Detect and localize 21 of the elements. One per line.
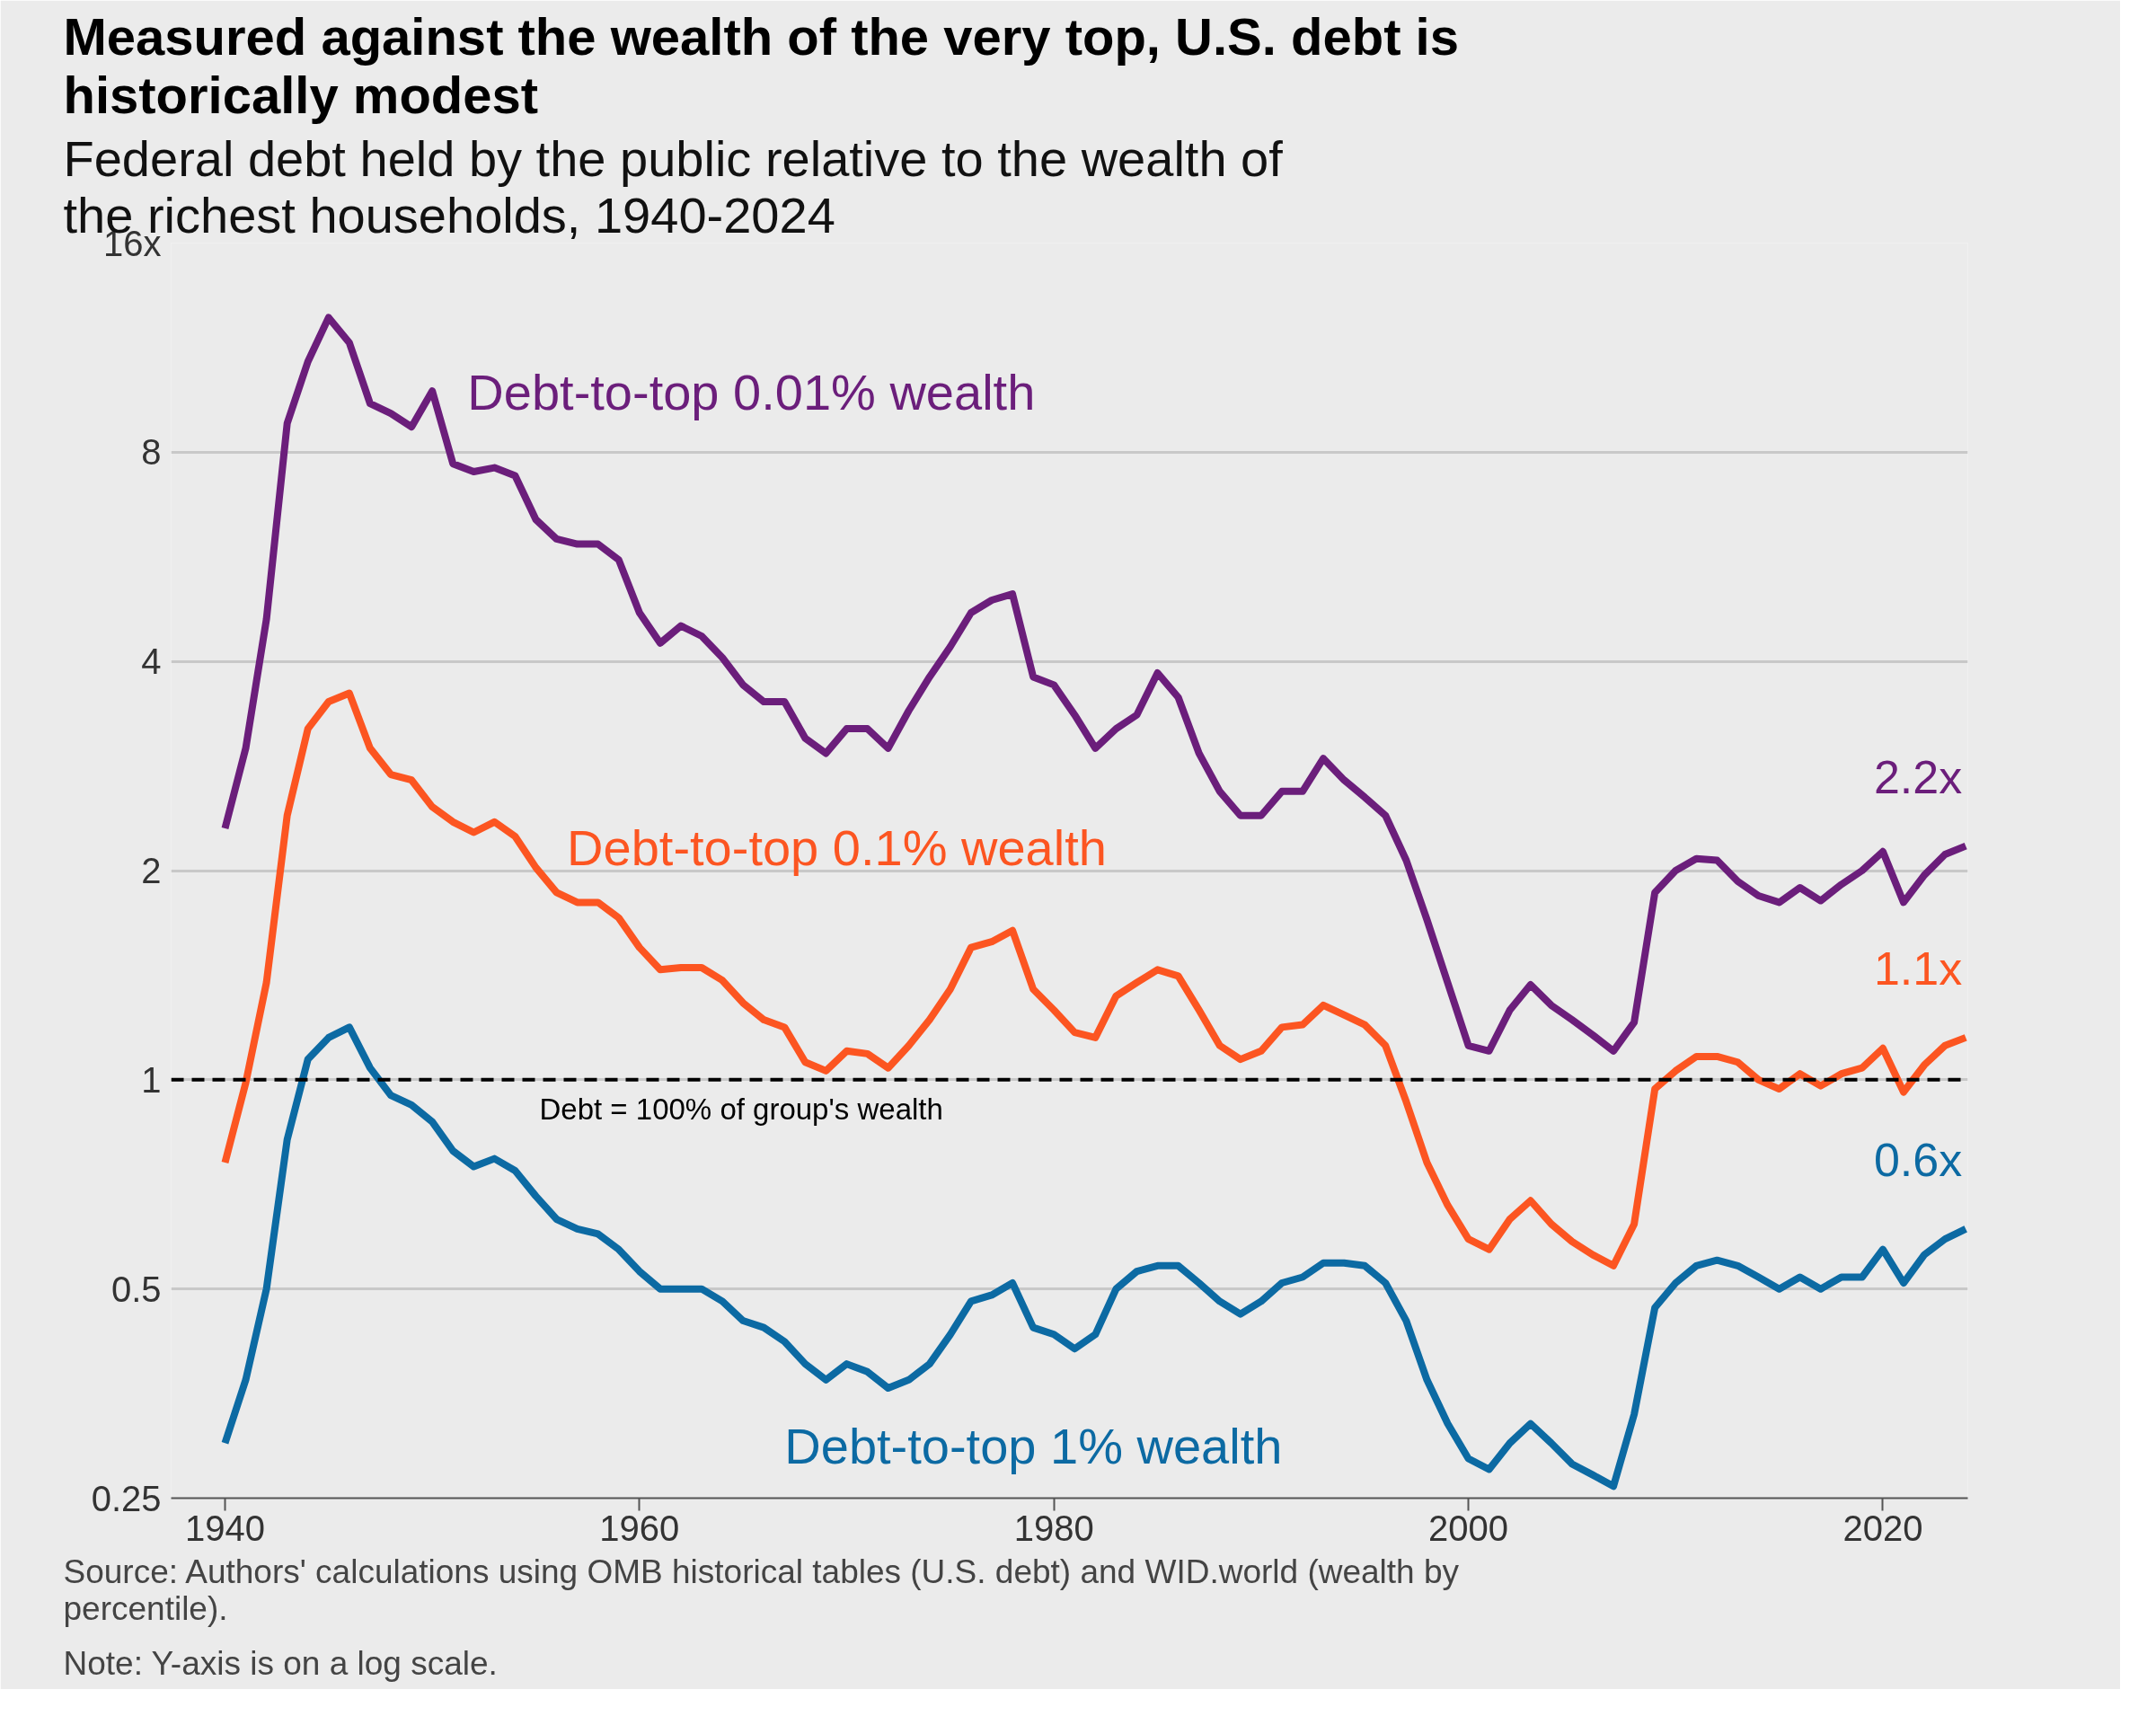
data-label: 2.2x [1873, 750, 1963, 803]
x-tick-label: 2000 [1428, 1508, 1509, 1548]
x-tick-label: 2020 [1842, 1508, 1923, 1548]
y-tick-label: 0.5 [110, 1269, 162, 1309]
y-tick-label: 2 [141, 851, 162, 890]
y-tick-label: 8 [141, 432, 162, 473]
data-label: 0.6x [1873, 1133, 1963, 1186]
text: Note: Y-axis is on a log scale. [63, 1644, 498, 1682]
y-tick-label: 4 [141, 641, 162, 682]
x-tick-label: 1980 [1013, 1508, 1094, 1548]
series-label: Debt-to-top 0.01% wealth [467, 364, 1036, 421]
y-tick-label: 1 [141, 1059, 162, 1100]
x-tick-label: 1960 [599, 1508, 680, 1548]
data-label: 1.1x [1873, 942, 1963, 995]
x-tick-label: 1940 [184, 1508, 265, 1548]
series-label: Debt-to-top 0.1% wealth [567, 818, 1107, 876]
ref-line-label: Debt = 100% of group's wealth [539, 1092, 943, 1126]
source-note: Source: Authors' calculations using OMB historical tables (U.S. debt) and WID.world (wealth by percentile). [63, 1552, 1460, 1627]
y-tick-label: 0.25 [91, 1478, 162, 1518]
chart-title: Measured against the wealth of the very top, U.S. debt is historically modest [63, 6, 1459, 124]
series-label: Debt-to-top 1% wealth [784, 1417, 1283, 1474]
